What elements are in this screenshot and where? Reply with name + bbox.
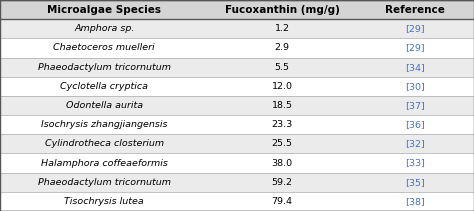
Text: [37]: [37] xyxy=(405,101,425,110)
Bar xyxy=(0,38,474,58)
Text: Phaeodactylum tricornutum: Phaeodactylum tricornutum xyxy=(38,63,171,72)
Text: Isochrysis zhangjiangensis: Isochrysis zhangjiangensis xyxy=(41,120,167,129)
Text: 18.5: 18.5 xyxy=(272,101,292,110)
Text: [29]: [29] xyxy=(405,43,425,53)
Text: Chaetoceros muelleri: Chaetoceros muelleri xyxy=(54,43,155,53)
Text: [36]: [36] xyxy=(405,120,425,129)
Text: Cylindrotheca closterium: Cylindrotheca closterium xyxy=(45,139,164,148)
Text: 38.0: 38.0 xyxy=(272,158,292,168)
Text: Phaeodactylum tricornutum: Phaeodactylum tricornutum xyxy=(38,178,171,187)
Text: [34]: [34] xyxy=(405,63,425,72)
Bar xyxy=(0,77,474,96)
Text: 2.9: 2.9 xyxy=(274,43,290,53)
Text: Cyclotella cryptica: Cyclotella cryptica xyxy=(60,82,148,91)
Bar xyxy=(0,0,474,19)
Text: [30]: [30] xyxy=(405,82,425,91)
Bar xyxy=(0,19,474,38)
Text: 23.3: 23.3 xyxy=(272,120,292,129)
Text: Microalgae Species: Microalgae Species xyxy=(47,5,161,15)
Bar xyxy=(0,58,474,77)
Text: Reference: Reference xyxy=(385,5,445,15)
Text: 5.5: 5.5 xyxy=(274,63,290,72)
Text: 59.2: 59.2 xyxy=(272,178,292,187)
Bar xyxy=(0,153,474,173)
Bar xyxy=(0,134,474,153)
Text: 1.2: 1.2 xyxy=(274,24,290,33)
Text: [33]: [33] xyxy=(405,158,425,168)
Text: Fucoxanthin (mg/g): Fucoxanthin (mg/g) xyxy=(225,5,339,15)
Text: Odontella aurita: Odontella aurita xyxy=(66,101,143,110)
Text: 25.5: 25.5 xyxy=(272,139,292,148)
Bar xyxy=(0,115,474,134)
Bar xyxy=(0,96,474,115)
Text: [35]: [35] xyxy=(405,178,425,187)
Text: Tisochrysis lutea: Tisochrysis lutea xyxy=(64,197,144,206)
Text: Halamphora coffeaeformis: Halamphora coffeaeformis xyxy=(41,158,168,168)
Bar xyxy=(0,192,474,211)
Text: [32]: [32] xyxy=(405,139,425,148)
Text: [29]: [29] xyxy=(405,24,425,33)
Text: 12.0: 12.0 xyxy=(272,82,292,91)
Text: [38]: [38] xyxy=(405,197,425,206)
Text: Amphora sp.: Amphora sp. xyxy=(74,24,135,33)
Bar xyxy=(0,173,474,192)
Text: 79.4: 79.4 xyxy=(272,197,292,206)
